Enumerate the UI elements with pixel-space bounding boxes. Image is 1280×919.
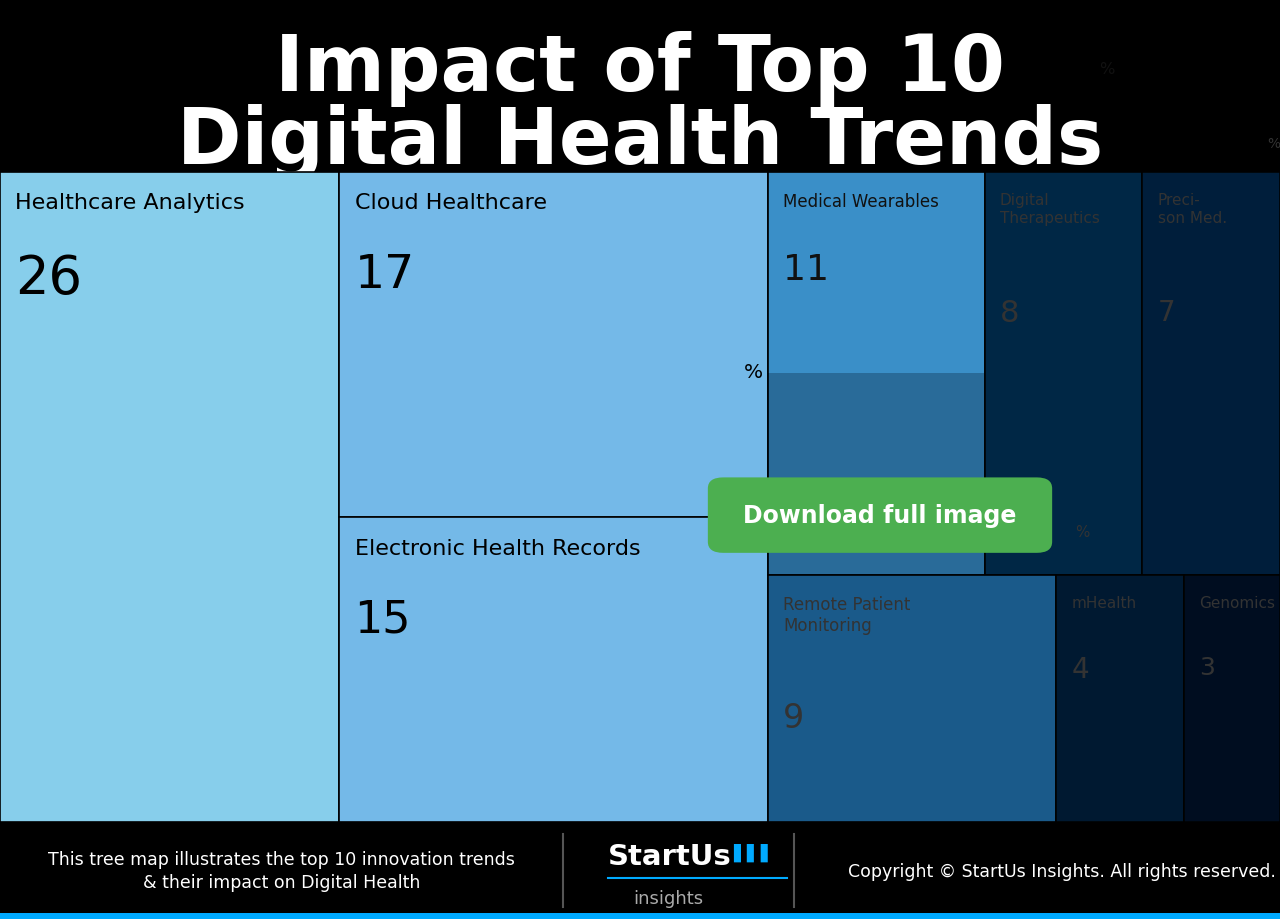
Bar [984,173,1280,575]
Text: %: % [768,3,788,23]
Text: Cloud Healthcare: Cloud Healthcare [355,193,547,213]
Bar [768,374,984,575]
Bar [1056,575,1280,823]
Text: 4: 4 [1071,655,1089,683]
Text: ▐▐▐: ▐▐▐ [726,843,768,860]
Text: Impact of Top 10: Impact of Top 10 [275,31,1005,108]
Text: Medical Wearables: Medical Wearables [783,193,940,211]
Bar [1142,173,1280,575]
Text: %: % [744,362,763,381]
Text: insights: insights [634,889,704,907]
Text: Digital
Therapeutics: Digital Therapeutics [1000,193,1100,225]
Bar [1056,575,1280,823]
Bar [984,173,1280,575]
Bar [1056,575,1280,823]
Bar [1056,575,1280,823]
Text: Remote Patient
Monitoring: Remote Patient Monitoring [783,596,911,634]
Text: Digital Health Trends: Digital Health Trends [177,104,1103,180]
Text: Download full image: Download full image [744,504,1016,528]
Bar [339,517,768,823]
Bar [984,173,1280,575]
Bar [984,173,1280,575]
Text: %: % [1075,525,1089,539]
Bar [1056,575,1280,823]
Bar [984,173,1280,575]
Text: mHealth: mHealth [1071,596,1137,610]
Text: Genomics: Genomics [1199,596,1275,610]
Text: StartUs: StartUs [608,843,732,870]
Text: %: % [1267,137,1280,151]
Bar [984,173,1280,575]
Text: This tree map illustrates the top 10 innovation trends
& their impact on Digital: This tree map illustrates the top 10 inn… [49,850,515,891]
Bar [1056,575,1280,823]
Bar [1056,575,1280,823]
Bar [768,374,984,575]
Bar [1056,575,1280,823]
Bar [0,823,1280,919]
Bar [984,173,1280,575]
Text: 8: 8 [1000,299,1019,328]
Bar [1056,575,1280,823]
Bar [768,374,984,575]
Bar [1184,575,1280,823]
Bar [984,173,1280,575]
Text: 17: 17 [355,253,415,298]
Bar [768,374,984,575]
Bar [1056,575,1184,823]
Bar [768,173,984,575]
Bar [0,173,339,823]
Bar [339,173,768,517]
Text: 15: 15 [355,597,411,641]
Bar [1056,575,1280,823]
Bar [768,374,984,575]
Bar [984,173,1142,575]
Text: %: % [1100,62,1115,76]
Text: Electronic Health Records: Electronic Health Records [355,538,640,558]
Bar [768,374,984,575]
Bar [768,374,984,575]
Bar [1056,575,1280,823]
Text: Healthcare Analytics: Healthcare Analytics [15,193,244,213]
Text: 7: 7 [1157,299,1175,326]
Bar [984,173,1280,575]
Text: 3: 3 [1199,655,1215,679]
Text: 26: 26 [15,253,82,305]
FancyBboxPatch shape [708,478,1052,553]
Text: 9: 9 [783,701,805,734]
Bar [1056,575,1280,823]
Bar [1056,575,1280,823]
Bar [768,575,1056,823]
Text: Copyright © StartUs Insights. All rights reserved.: Copyright © StartUs Insights. All rights… [849,862,1276,879]
Bar [768,374,984,575]
Bar [1056,575,1280,823]
Bar [1056,575,1280,823]
Bar [984,173,1280,575]
Bar [984,173,1280,575]
Bar [984,173,1280,575]
Bar [0,913,1280,919]
Text: Preci-
son Med.: Preci- son Med. [1157,193,1226,225]
Bar [984,173,1280,575]
Bar [984,173,1280,575]
Text: 11: 11 [783,253,829,287]
Bar [984,173,1280,575]
